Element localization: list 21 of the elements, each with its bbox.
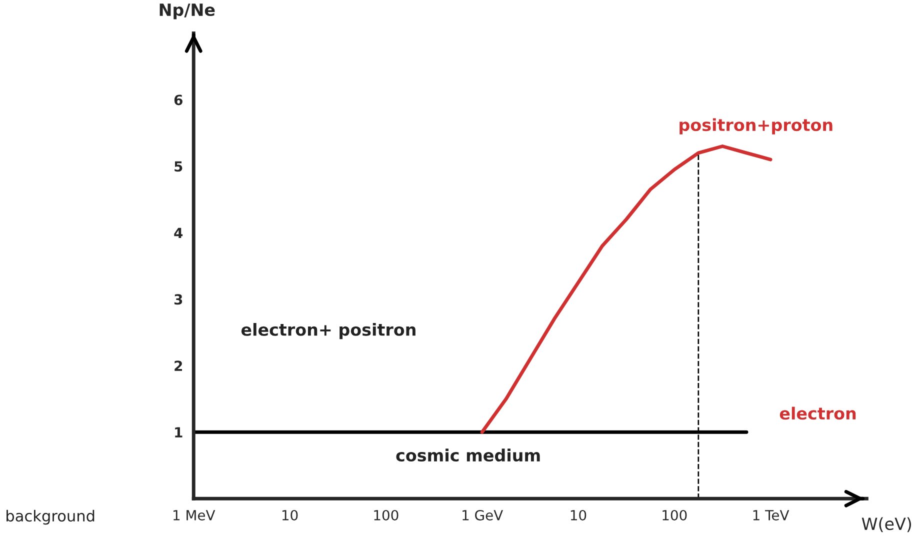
x-axis-title: W(eV) (862, 517, 912, 532)
x-tick-label: 1 MeV (174, 510, 216, 520)
x-tick-label: 100 (662, 510, 687, 520)
x-tick-label: 100 (374, 510, 398, 520)
x-tick-label: 10 (570, 510, 586, 520)
x-tick-label: 10 (282, 510, 298, 520)
y-tick-label: 5 (174, 161, 182, 172)
x-tick-label: 1 TeV (753, 510, 790, 520)
x-tick-label: 1 GeV (462, 510, 503, 520)
y-tick-label: 6 (174, 94, 182, 106)
y-tick-label: 2 (174, 360, 182, 371)
annotation: positron+proton (680, 118, 832, 134)
line-series (480, 144, 772, 434)
text: background (6, 510, 94, 525)
y-tick-label: 4 (174, 228, 183, 238)
annotation: electron (780, 406, 856, 420)
annotation: cosmic medium (396, 448, 540, 462)
annotation: electron+ positron (241, 323, 416, 340)
y-tick-label: 3 (174, 294, 182, 305)
y-tick-label: 1 (175, 427, 182, 438)
y-axis-title: Np/Ne (160, 4, 215, 20)
